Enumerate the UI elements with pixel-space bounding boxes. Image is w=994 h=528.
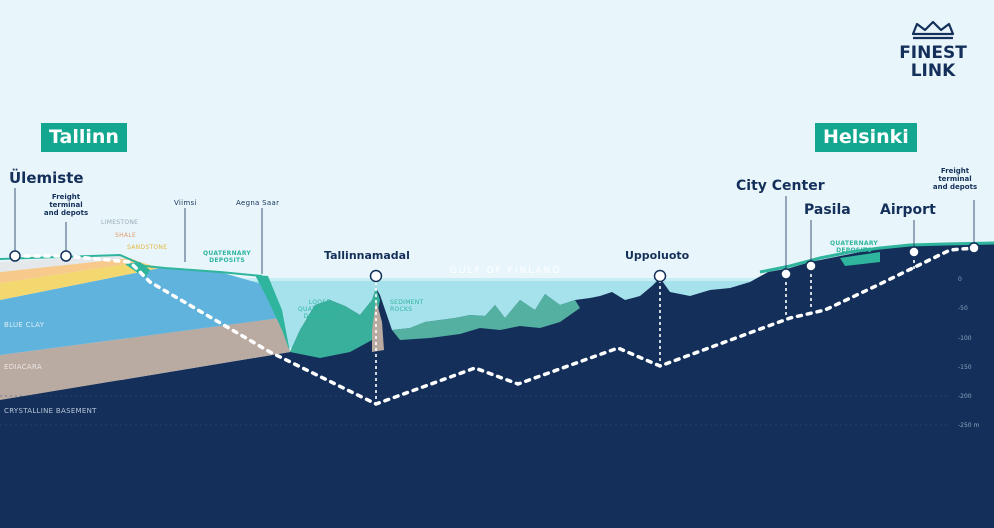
- marker-airport: [908, 246, 920, 258]
- note-freight-tallinn-line-3: and depots: [43, 209, 89, 217]
- label-quaternary-left-line-2: DEPOSITS: [209, 257, 246, 264]
- marker-city-center: [780, 268, 792, 280]
- station-label-tallinnamadal: Tallinnamadal: [324, 249, 410, 262]
- quaternary-deposits-right: [840, 252, 880, 266]
- leader-lines: [14, 188, 975, 274]
- label-gulf-of-finland: GULF OF FINLAND: [450, 266, 562, 276]
- sediment-wedge: [372, 300, 384, 352]
- ground-line-right: [759, 241, 994, 274]
- ediacara-layer: [0, 318, 290, 400]
- sea-surface: [130, 278, 994, 281]
- label-crystalline-basement: CRYSTALLINE BASEMENT: [4, 407, 97, 415]
- depth-50: -50: [958, 305, 968, 312]
- label-ediacara: EDIACARA: [4, 363, 42, 371]
- note-viimsi: Viimsi: [174, 199, 197, 207]
- label-quaternary-left: QUATERNARY DEPOSITS: [203, 250, 251, 264]
- marker-freight-tallinn: [60, 250, 72, 262]
- label-loose-line-1: LOOSE: [308, 299, 331, 306]
- label-quaternary-left-line-1: QUATERNARY: [203, 250, 252, 257]
- marker-pasila: [805, 260, 817, 272]
- depth-100: -100: [958, 335, 972, 342]
- label-quaternary-right-line-1: QUATERNARY: [830, 240, 879, 247]
- depth-0: 0: [958, 276, 962, 283]
- label-loose-line-3: DEPOSITS: [303, 313, 336, 320]
- label-loose-line-2: QUATERNARY: [298, 306, 342, 313]
- label-quaternary-right: QUATERNARY DEPOSITS: [830, 240, 878, 254]
- note-freight-tallinn: Freight terminal and depots: [38, 193, 94, 217]
- label-loose-quaternary: LOOSE QUATERNARY DEPOSITS: [298, 299, 341, 320]
- depth-150: -150: [958, 364, 972, 371]
- marker-ulemiste: [9, 250, 21, 262]
- finest-link-logo: FINEST LINK: [893, 44, 973, 80]
- label-sediment-rocks: SEDIMENT ROCKS: [390, 299, 424, 313]
- blue-clay-layer: [0, 268, 280, 355]
- city-badge-helsinki: Helsinki: [815, 123, 917, 152]
- marker-freight-helsinki: [968, 242, 980, 254]
- tunnel-route: [13, 246, 976, 406]
- station-label-airport: Airport: [880, 202, 936, 218]
- seabed-deposits-mid: [392, 294, 580, 340]
- station-markers: [9, 242, 980, 283]
- label-shale: SHALE: [115, 232, 137, 239]
- crown-icon: [911, 20, 955, 40]
- loose-quaternary-deposits: [290, 288, 380, 358]
- note-freight-helsinki: Freight terminal and depots: [924, 167, 986, 191]
- note-freight-tallinn-line-2: terminal: [49, 201, 83, 209]
- marker-tallinnamadal: [369, 269, 383, 283]
- note-freight-tallinn-line-1: Freight: [51, 193, 81, 201]
- station-connectors: [375, 254, 915, 404]
- seabed-bedrock: [0, 244, 994, 528]
- label-sandstone: SANDSTONE: [127, 244, 168, 251]
- note-aegna: Aegna Saar: [236, 199, 280, 207]
- shale-layer: [0, 258, 140, 283]
- station-label-pasila: Pasila: [804, 202, 851, 218]
- city-badge-tallinn: Tallinn: [41, 123, 127, 152]
- ground-line-left: [0, 253, 263, 277]
- logo-line-1: FINEST: [899, 43, 967, 63]
- depth-gridlines: [0, 395, 950, 426]
- station-label-city-center: City Center: [736, 178, 825, 194]
- note-freight-helsinki-line-1: Freight: [940, 167, 970, 175]
- label-sediment-line-2: ROCKS: [390, 306, 413, 313]
- depth-250: -250 m: [958, 422, 980, 429]
- label-sediment-line-1: SEDIMENT: [390, 299, 424, 306]
- label-blue-clay: BLUE CLAY: [4, 321, 45, 329]
- note-freight-helsinki-line-2: terminal: [938, 175, 972, 183]
- note-freight-helsinki-line-3: and depots: [932, 183, 978, 191]
- label-limestone: LIMESTONE: [101, 219, 139, 226]
- station-label-ulemiste: Ülemiste: [9, 169, 84, 187]
- logo-line-2: LINK: [910, 61, 956, 81]
- quaternary-deposits-cliff: [255, 275, 290, 352]
- label-quaternary-right-line-2: DEPOSITS: [836, 247, 873, 254]
- sandstone-layer: [0, 262, 160, 300]
- marker-uppoluoto: [653, 269, 667, 283]
- depth-200: -200: [958, 393, 972, 400]
- station-label-uppoluoto: Uppoluoto: [625, 249, 690, 262]
